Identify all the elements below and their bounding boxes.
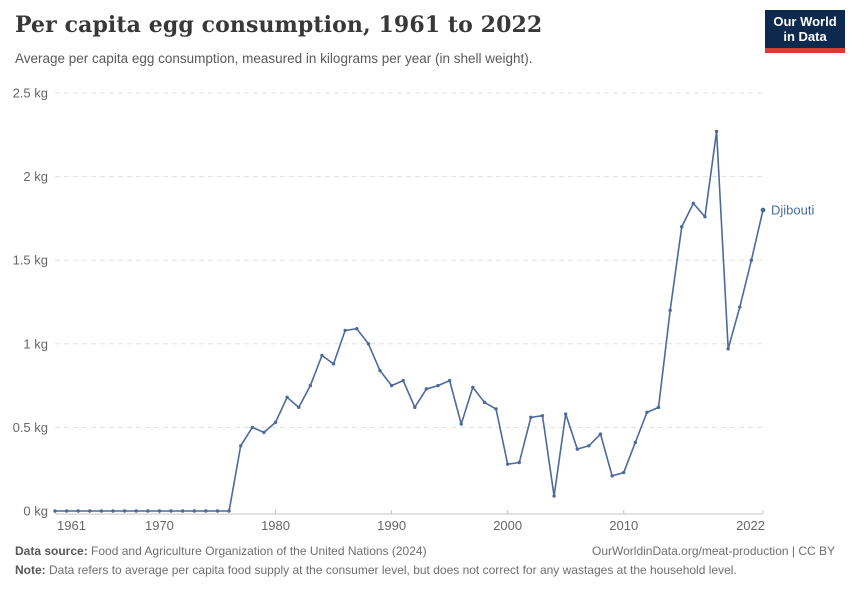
data-point[interactable] — [563, 412, 568, 416]
y-axis-label: 1.5 kg — [13, 253, 48, 268]
data-point[interactable] — [169, 509, 173, 513]
data-point[interactable] — [760, 207, 766, 213]
owid-logo-line2: in Data — [783, 29, 827, 44]
data-point[interactable] — [494, 407, 498, 411]
note-label: Note: — [15, 563, 46, 577]
data-point[interactable] — [587, 444, 591, 448]
data-point[interactable] — [204, 509, 208, 513]
data-point[interactable] — [215, 509, 220, 513]
data-point[interactable] — [459, 422, 463, 426]
y-axis-label: 1 kg — [23, 336, 48, 351]
data-point[interactable] — [680, 225, 684, 229]
data-point[interactable] — [262, 430, 266, 435]
data-point[interactable] — [76, 509, 80, 513]
data-point[interactable] — [250, 425, 255, 430]
series-label[interactable]: Djibouti — [771, 203, 814, 218]
data-source-text: Data source: Food and Agriculture Organi… — [15, 542, 427, 561]
chart-footer: Data source: Food and Agriculture Organi… — [15, 542, 835, 580]
data-point[interactable] — [482, 400, 487, 405]
data-point[interactable] — [297, 405, 301, 410]
data-point[interactable] — [285, 395, 289, 400]
owid-logo-line1: Our World — [773, 14, 837, 29]
data-point[interactable] — [378, 368, 382, 373]
y-axis-label: 2.5 kg — [13, 86, 48, 101]
chart-subtitle: Average per capita egg consumption, meas… — [15, 51, 533, 66]
data-point[interactable] — [505, 462, 510, 466]
data-point[interactable] — [134, 509, 138, 513]
data-point[interactable] — [517, 460, 521, 465]
data-point[interactable] — [575, 447, 579, 451]
data-point[interactable] — [436, 383, 440, 388]
data-point[interactable] — [424, 387, 429, 391]
data-point[interactable] — [64, 509, 69, 513]
data-point[interactable] — [331, 362, 336, 366]
footer-note: Note: Data refers to average per capita … — [15, 561, 835, 580]
note-value: Data refers to average per capita food s… — [45, 563, 737, 577]
page-title: Per capita egg consumption, 1961 to 2022 — [15, 12, 543, 38]
data-source-value: Food and Agriculture Organization of the… — [87, 544, 427, 558]
owid-logo[interactable]: Our World in Data — [765, 10, 845, 53]
data-point[interactable] — [157, 509, 162, 513]
data-point[interactable] — [343, 328, 347, 333]
data-point[interactable] — [668, 308, 672, 313]
data-point[interactable] — [622, 470, 626, 475]
data-point[interactable] — [308, 383, 313, 388]
data-point[interactable] — [610, 474, 614, 478]
data-point[interactable] — [703, 215, 707, 219]
data-point[interactable] — [320, 353, 324, 358]
citation-link[interactable]: OurWorldinData.org/meat-production | CC … — [592, 544, 835, 558]
data-source-label: Data source: — [15, 544, 88, 558]
data-point[interactable] — [738, 305, 742, 309]
data-point[interactable] — [714, 129, 719, 134]
data-point[interactable] — [88, 509, 92, 513]
data-point[interactable] — [598, 432, 603, 436]
data-point[interactable] — [633, 440, 638, 445]
data-point[interactable] — [726, 347, 730, 351]
x-axis-label: 1990 — [377, 518, 406, 533]
y-axis-label: 0.5 kg — [13, 420, 48, 435]
data-line[interactable] — [54, 130, 764, 512]
x-axis-label: 2010 — [609, 518, 638, 533]
data-point[interactable] — [99, 509, 104, 513]
x-axis-label: 1980 — [261, 518, 290, 533]
data-point[interactable] — [529, 415, 533, 420]
x-axis-label: 2000 — [493, 518, 522, 533]
data-point[interactable] — [401, 378, 405, 383]
y-axis-label: 2 kg — [23, 169, 48, 184]
y-axis-label: 0 kg — [23, 504, 48, 519]
data-point[interactable] — [122, 509, 127, 513]
data-point[interactable] — [180, 509, 185, 513]
data-point[interactable] — [540, 413, 545, 418]
data-point[interactable] — [447, 378, 452, 383]
data-point[interactable] — [273, 420, 278, 425]
data-point[interactable] — [645, 410, 649, 415]
x-axis-label: 2022 — [736, 518, 765, 533]
data-point[interactable] — [413, 405, 417, 410]
data-point[interactable] — [471, 385, 475, 389]
data-point[interactable] — [691, 201, 696, 206]
data-point[interactable] — [146, 509, 150, 513]
data-point[interactable] — [749, 258, 754, 262]
data-point[interactable] — [355, 327, 359, 331]
x-axis-label: 1961 — [57, 518, 86, 533]
data-point[interactable] — [656, 405, 661, 410]
data-point[interactable] — [192, 509, 196, 513]
data-point[interactable] — [239, 444, 243, 448]
data-point[interactable] — [111, 509, 115, 513]
data-point[interactable] — [366, 342, 371, 346]
data-point[interactable] — [53, 509, 57, 513]
x-axis-label: 1970 — [145, 518, 174, 533]
data-point[interactable] — [552, 494, 556, 498]
data-point[interactable] — [389, 383, 394, 388]
data-point[interactable] — [227, 509, 231, 513]
